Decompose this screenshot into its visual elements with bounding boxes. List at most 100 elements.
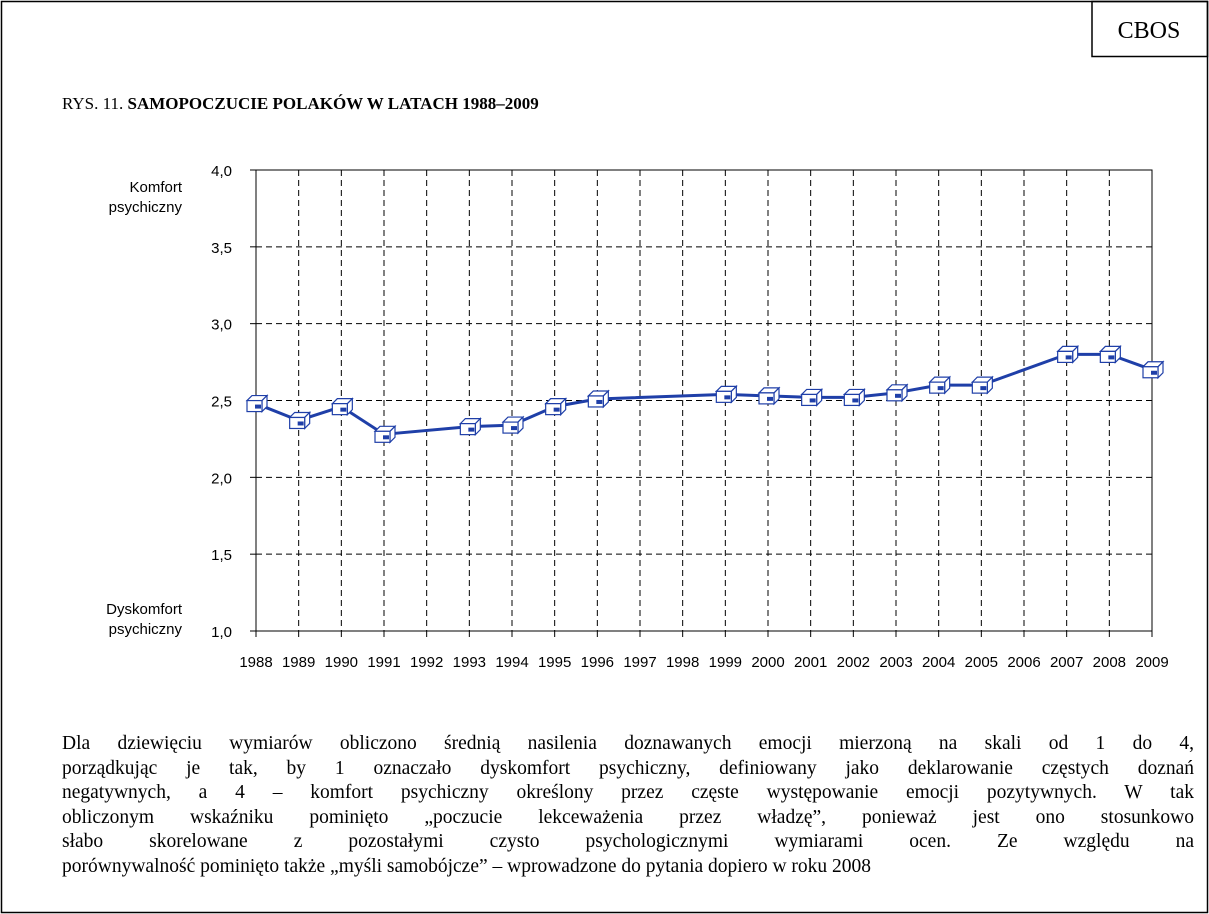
point-marker xyxy=(1141,360,1165,380)
x-tick-label: 1995 xyxy=(538,654,571,671)
y-label-top: psychiczny xyxy=(109,199,183,216)
y-tick-label: 1,5 xyxy=(211,547,232,564)
marker-inner xyxy=(297,421,304,426)
marker-front xyxy=(246,399,263,413)
note-line: słabo skorelowane z pozostałymi czysto p… xyxy=(62,831,1194,852)
note-line: porównywalność pominięto także „myśli sa… xyxy=(62,855,872,877)
y-tick-label: 2,5 xyxy=(211,394,232,411)
marker-inner xyxy=(852,398,859,403)
x-tick-label: 2004 xyxy=(922,654,955,671)
note: Dla dziewięciu wymiarów obliczono średni… xyxy=(62,732,1194,879)
note-line: porządkując je tak, by 1 oznaczało dysko… xyxy=(62,757,1194,779)
marker-inner xyxy=(383,435,389,440)
x-tick-label: 1996 xyxy=(581,654,614,671)
x-tick-label: 2000 xyxy=(751,654,784,671)
point-marker xyxy=(458,417,482,437)
marker-inner xyxy=(1151,370,1157,375)
note-line: obliczonym wskaźniku pominięto „poczucie… xyxy=(62,806,1194,828)
x-tick-label: 1992 xyxy=(410,654,443,671)
marker-front xyxy=(587,395,604,408)
x-tick-label: 1997 xyxy=(623,654,656,671)
marker-inner xyxy=(937,386,944,391)
marker-inner xyxy=(767,396,773,401)
point-marker xyxy=(714,384,738,404)
x-tick-label: 1988 xyxy=(239,654,272,671)
marker-front xyxy=(1142,366,1159,379)
x-tick-label: 1998 xyxy=(666,654,699,671)
point-marker xyxy=(1056,344,1080,364)
x-tick-label: 2006 xyxy=(1007,654,1040,671)
x-tick-label: 2002 xyxy=(837,654,870,671)
marker-front xyxy=(758,392,775,405)
x-tick-label: 1994 xyxy=(495,654,528,671)
marker-front xyxy=(1057,350,1074,363)
point-marker xyxy=(544,397,568,417)
marker-front xyxy=(886,389,903,402)
marker-inner xyxy=(340,407,347,412)
point-marker xyxy=(928,375,952,395)
point-marker xyxy=(245,394,269,414)
point-marker xyxy=(842,387,866,407)
x-tick-label: 2003 xyxy=(879,654,912,671)
point-marker xyxy=(501,415,525,435)
marker-front xyxy=(715,390,732,403)
marker-front xyxy=(374,430,391,443)
title-prefix: RYS. 11. xyxy=(62,94,123,113)
marker-front xyxy=(1099,350,1116,363)
x-tick-label: 1989 xyxy=(282,654,315,671)
marker-front xyxy=(331,403,348,416)
note-line: Dla dziewięciu wymiarów obliczono średni… xyxy=(62,733,1194,754)
note-line: negatywnych, a 4 – komfort psychiczny ok… xyxy=(62,782,1194,803)
y-tick-label: 2,0 xyxy=(211,470,232,487)
x-tick-label: 2005 xyxy=(965,654,998,671)
x-tick-label: 1991 xyxy=(367,654,400,671)
point-marker xyxy=(970,375,994,395)
x-tick-label: 1990 xyxy=(325,654,358,671)
marker-inner xyxy=(511,426,517,431)
x-tick-label: 2009 xyxy=(1135,654,1168,671)
marker-front xyxy=(459,423,476,436)
y-label-top: Komfort xyxy=(129,179,182,196)
marker-front xyxy=(289,416,306,430)
y-tick-label: 3,5 xyxy=(211,240,232,257)
marker-inner xyxy=(1065,355,1072,360)
marker-inner xyxy=(724,395,731,400)
marker-front xyxy=(801,393,818,407)
title-main: SAMOPOCZUCIE POLAKÓW W LATACH 1988–2009 xyxy=(128,94,539,113)
corner-box xyxy=(1091,0,1209,58)
y-tick-label: 1,0 xyxy=(211,624,232,641)
marker-front xyxy=(971,381,988,394)
marker-front xyxy=(545,403,562,416)
point-marker xyxy=(373,424,397,444)
marker-inner xyxy=(809,398,816,403)
marker-inner xyxy=(1108,355,1115,360)
marker-inner xyxy=(553,407,560,412)
x-tick-label: 1993 xyxy=(453,654,486,671)
marker-inner xyxy=(255,404,261,409)
x-tick-label: 2007 xyxy=(1050,654,1083,671)
y-label-bottom: Dyskomfort xyxy=(106,601,183,618)
series-line xyxy=(255,352,1153,436)
y-tick-label: 4,0 xyxy=(211,163,232,180)
point-marker xyxy=(330,397,354,417)
marker-inner xyxy=(468,427,475,432)
point-marker xyxy=(885,383,909,403)
point-marker xyxy=(1098,344,1122,364)
marker-inner xyxy=(895,393,901,398)
marker-front xyxy=(502,421,519,434)
x-tick-label: 2008 xyxy=(1093,654,1126,671)
point-marker xyxy=(288,411,312,430)
point-marker xyxy=(800,387,824,407)
marker-inner xyxy=(980,386,987,391)
marker-front xyxy=(929,381,946,394)
marker-front xyxy=(843,393,860,407)
y-label-bottom: psychiczny xyxy=(109,621,183,638)
point-marker xyxy=(586,389,610,409)
marker-inner xyxy=(596,399,603,404)
point-marker xyxy=(757,386,781,406)
chart-title: RYS. 11. SAMOPOCZUCIE POLAKÓW W LATACH 1… xyxy=(62,94,539,113)
corner-label: CBOS xyxy=(1118,18,1181,44)
